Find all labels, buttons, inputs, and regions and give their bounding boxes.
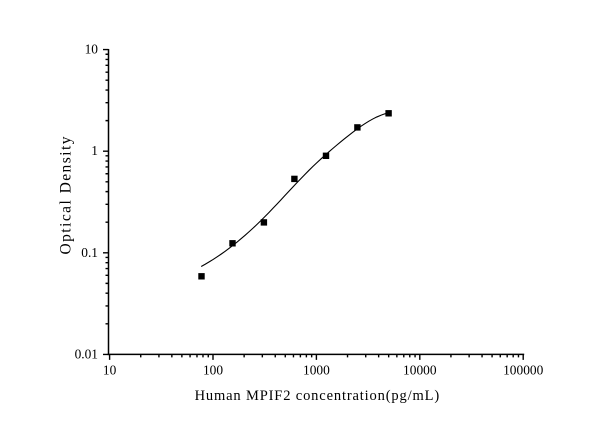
svg-text:1: 1 — [91, 143, 98, 158]
svg-text:10: 10 — [103, 362, 117, 377]
svg-text:Optical Density: Optical Density — [57, 135, 74, 254]
svg-text:0.1: 0.1 — [81, 245, 98, 260]
svg-text:100: 100 — [203, 362, 223, 377]
svg-text:0.01: 0.01 — [75, 346, 98, 361]
svg-text:10000: 10000 — [403, 362, 437, 377]
svg-text:Human MPIF2 concentration(pg/m: Human MPIF2 concentration(pg/mL) — [195, 388, 440, 404]
svg-text:100000: 100000 — [503, 362, 543, 377]
svg-text:10: 10 — [85, 42, 99, 57]
svg-text:1000: 1000 — [303, 362, 330, 377]
